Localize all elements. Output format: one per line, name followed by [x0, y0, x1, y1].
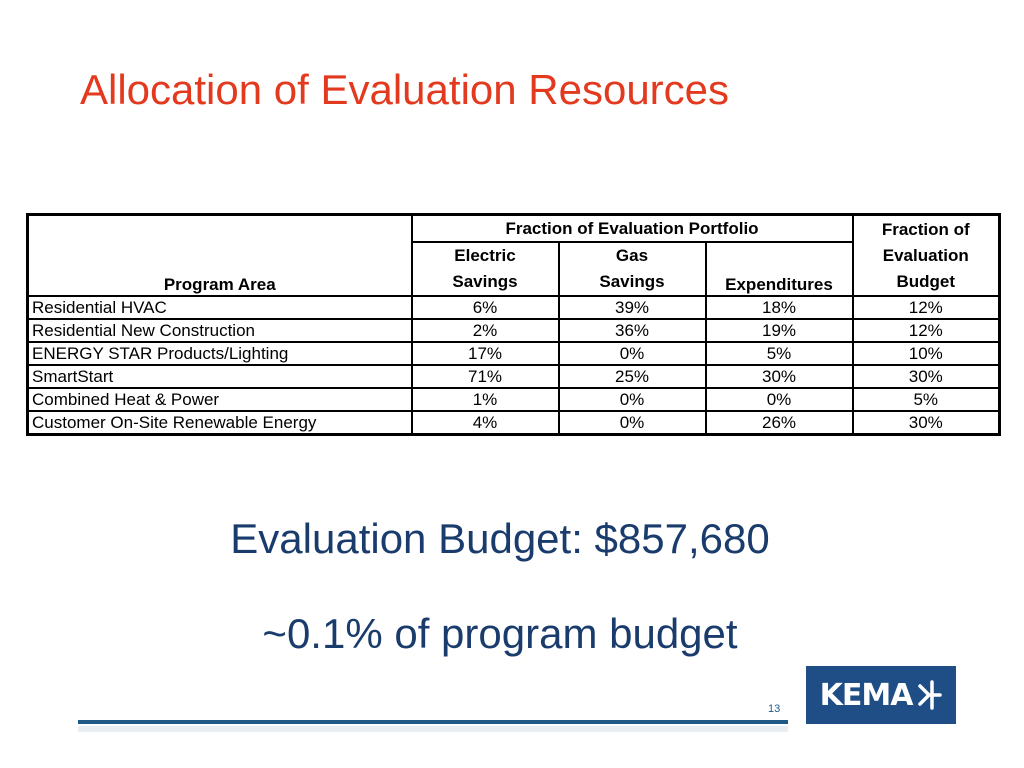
kema-mark-icon: [918, 680, 943, 710]
gas-savings-cell: 25%: [557, 364, 707, 389]
expenditures-cell: 19%: [704, 318, 854, 343]
electric-savings-cell: 17%: [410, 341, 560, 366]
budget-header: Fraction of Evaluation Budget: [851, 213, 1001, 297]
table-row: Customer On-Site Renewable Energy 4% 0% 26%…: [26, 410, 1001, 436]
program-area-cell: SmartStart: [26, 364, 413, 389]
electric-savings-cell: 71%: [410, 364, 560, 389]
slide-title: Allocation of Evaluation Resources: [80, 66, 730, 113]
kema-logo-text: KEMA: [819, 677, 914, 713]
electric-savings-cell: 4%: [410, 410, 560, 436]
gas-savings-cell: 0%: [557, 410, 707, 436]
table-row: Residential HVAC 6% 39% 18% 12%: [26, 295, 1001, 320]
gas-savings-cell: 36%: [557, 318, 707, 343]
budget-fraction-cell: 30%: [851, 410, 1001, 436]
table-row: ENERGY STAR Products/Lighting 17% 0% 5% 10%: [26, 341, 1001, 366]
expenditures-cell: 0%: [704, 387, 854, 412]
evaluation-budget: Evaluation Budget: $857,680: [230, 515, 770, 562]
table-row: Combined Heat & Power 1% 0% 0% 5%: [26, 387, 1001, 412]
kema-logo: KEMA: [806, 666, 956, 724]
table-row: SmartStart 71% 25% 30% 30%: [26, 364, 1001, 389]
program-area-cell: Customer On-Site Renewable Energy: [26, 410, 413, 436]
program-area-cell: Residential HVAC: [26, 295, 413, 320]
gas-savings-cell: 0%: [557, 387, 707, 412]
budget-fraction-cell: 12%: [851, 318, 1001, 343]
electric-savings-cell: 2%: [410, 318, 560, 343]
expenditures-cell: 26%: [704, 410, 854, 436]
expenditures-cell: 30%: [704, 364, 854, 389]
table-row: Residential New Construction 2% 36% 19% 12%: [26, 318, 1001, 343]
expenditures-cell: 18%: [704, 295, 854, 320]
expenditures-header: Expenditures: [704, 241, 854, 297]
program-area-cell: Residential New Construction: [26, 318, 413, 343]
footer-divider-shadow: [78, 726, 788, 732]
program-area-cell: Combined Heat & Power: [26, 387, 413, 412]
gas-savings-header: Gas Savings: [557, 241, 707, 297]
budget-fraction-cell: 12%: [851, 295, 1001, 320]
program-budget-share: ~0.1% of program budget: [262, 610, 738, 657]
program-area-cell: ENERGY STAR Products/Lighting: [26, 341, 413, 366]
evaluation-allocation-table: Program Area Fraction of Evaluation Port…: [26, 213, 1001, 436]
expenditures-cell: 5%: [704, 341, 854, 366]
budget-fraction-cell: 30%: [851, 364, 1001, 389]
electric-savings-header: Electric Savings: [410, 241, 560, 297]
page-number: 13: [768, 703, 781, 715]
electric-savings-cell: 1%: [410, 387, 560, 412]
portfolio-group-header: Fraction of Evaluation Portfolio: [410, 213, 854, 243]
budget-fraction-cell: 5%: [851, 387, 1001, 412]
footer-divider: [78, 720, 788, 724]
program-area-header: Program Area: [26, 213, 413, 297]
gas-savings-cell: 39%: [557, 295, 707, 320]
gas-savings-cell: 0%: [557, 341, 707, 366]
electric-savings-cell: 6%: [410, 295, 560, 320]
budget-fraction-cell: 10%: [851, 341, 1001, 366]
